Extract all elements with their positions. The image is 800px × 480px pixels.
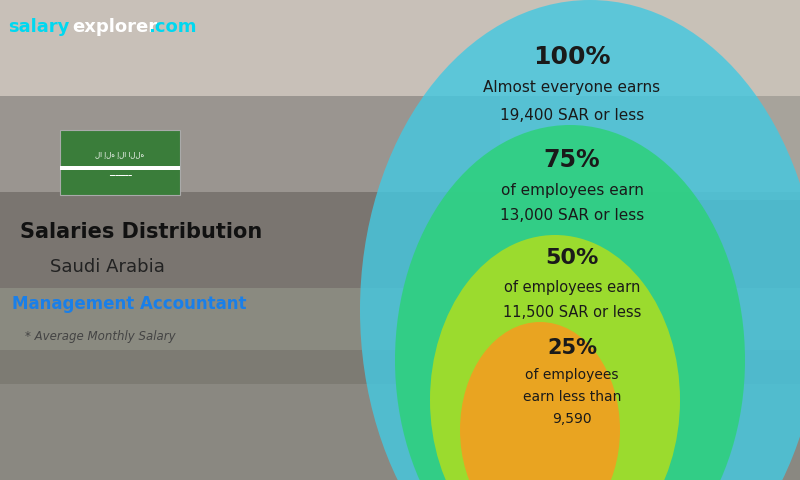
FancyBboxPatch shape bbox=[500, 0, 800, 200]
Text: of employees earn: of employees earn bbox=[501, 183, 643, 198]
Text: ━━━━━━━: ━━━━━━━ bbox=[109, 174, 131, 180]
Bar bbox=[60, 166, 180, 170]
Text: * Average Monthly Salary: * Average Monthly Salary bbox=[25, 330, 176, 343]
Text: 100%: 100% bbox=[534, 45, 610, 69]
Bar bbox=[0, 288, 800, 384]
Text: 19,400 SAR or less: 19,400 SAR or less bbox=[500, 108, 644, 123]
Text: 9,590: 9,590 bbox=[552, 412, 592, 426]
Bar bbox=[0, 384, 800, 480]
Ellipse shape bbox=[460, 322, 620, 480]
Bar bbox=[0, 0, 800, 96]
Text: Saudi Arabia: Saudi Arabia bbox=[50, 258, 165, 276]
Text: 11,500 SAR or less: 11,500 SAR or less bbox=[503, 305, 641, 320]
Text: .com: .com bbox=[148, 18, 197, 36]
Text: 25%: 25% bbox=[547, 338, 597, 358]
Text: earn less than: earn less than bbox=[523, 390, 621, 404]
Ellipse shape bbox=[430, 235, 680, 480]
FancyBboxPatch shape bbox=[0, 350, 800, 480]
Ellipse shape bbox=[360, 0, 800, 480]
Text: of employees earn: of employees earn bbox=[504, 280, 640, 295]
Text: Management Accountant: Management Accountant bbox=[12, 295, 246, 313]
Bar bbox=[60, 130, 180, 195]
Text: of employees: of employees bbox=[526, 368, 618, 382]
Text: 50%: 50% bbox=[546, 248, 598, 268]
Text: Salaries Distribution: Salaries Distribution bbox=[20, 222, 262, 242]
Text: salary: salary bbox=[8, 18, 70, 36]
Text: 13,000 SAR or less: 13,000 SAR or less bbox=[500, 208, 644, 223]
Text: 75%: 75% bbox=[544, 148, 600, 172]
Text: Almost everyone earns: Almost everyone earns bbox=[483, 80, 661, 95]
Bar bbox=[0, 192, 800, 288]
Text: لا إله إلا الله: لا إله إلا الله bbox=[95, 151, 145, 158]
Text: explorer: explorer bbox=[72, 18, 157, 36]
Bar bbox=[0, 96, 800, 192]
Ellipse shape bbox=[395, 125, 745, 480]
